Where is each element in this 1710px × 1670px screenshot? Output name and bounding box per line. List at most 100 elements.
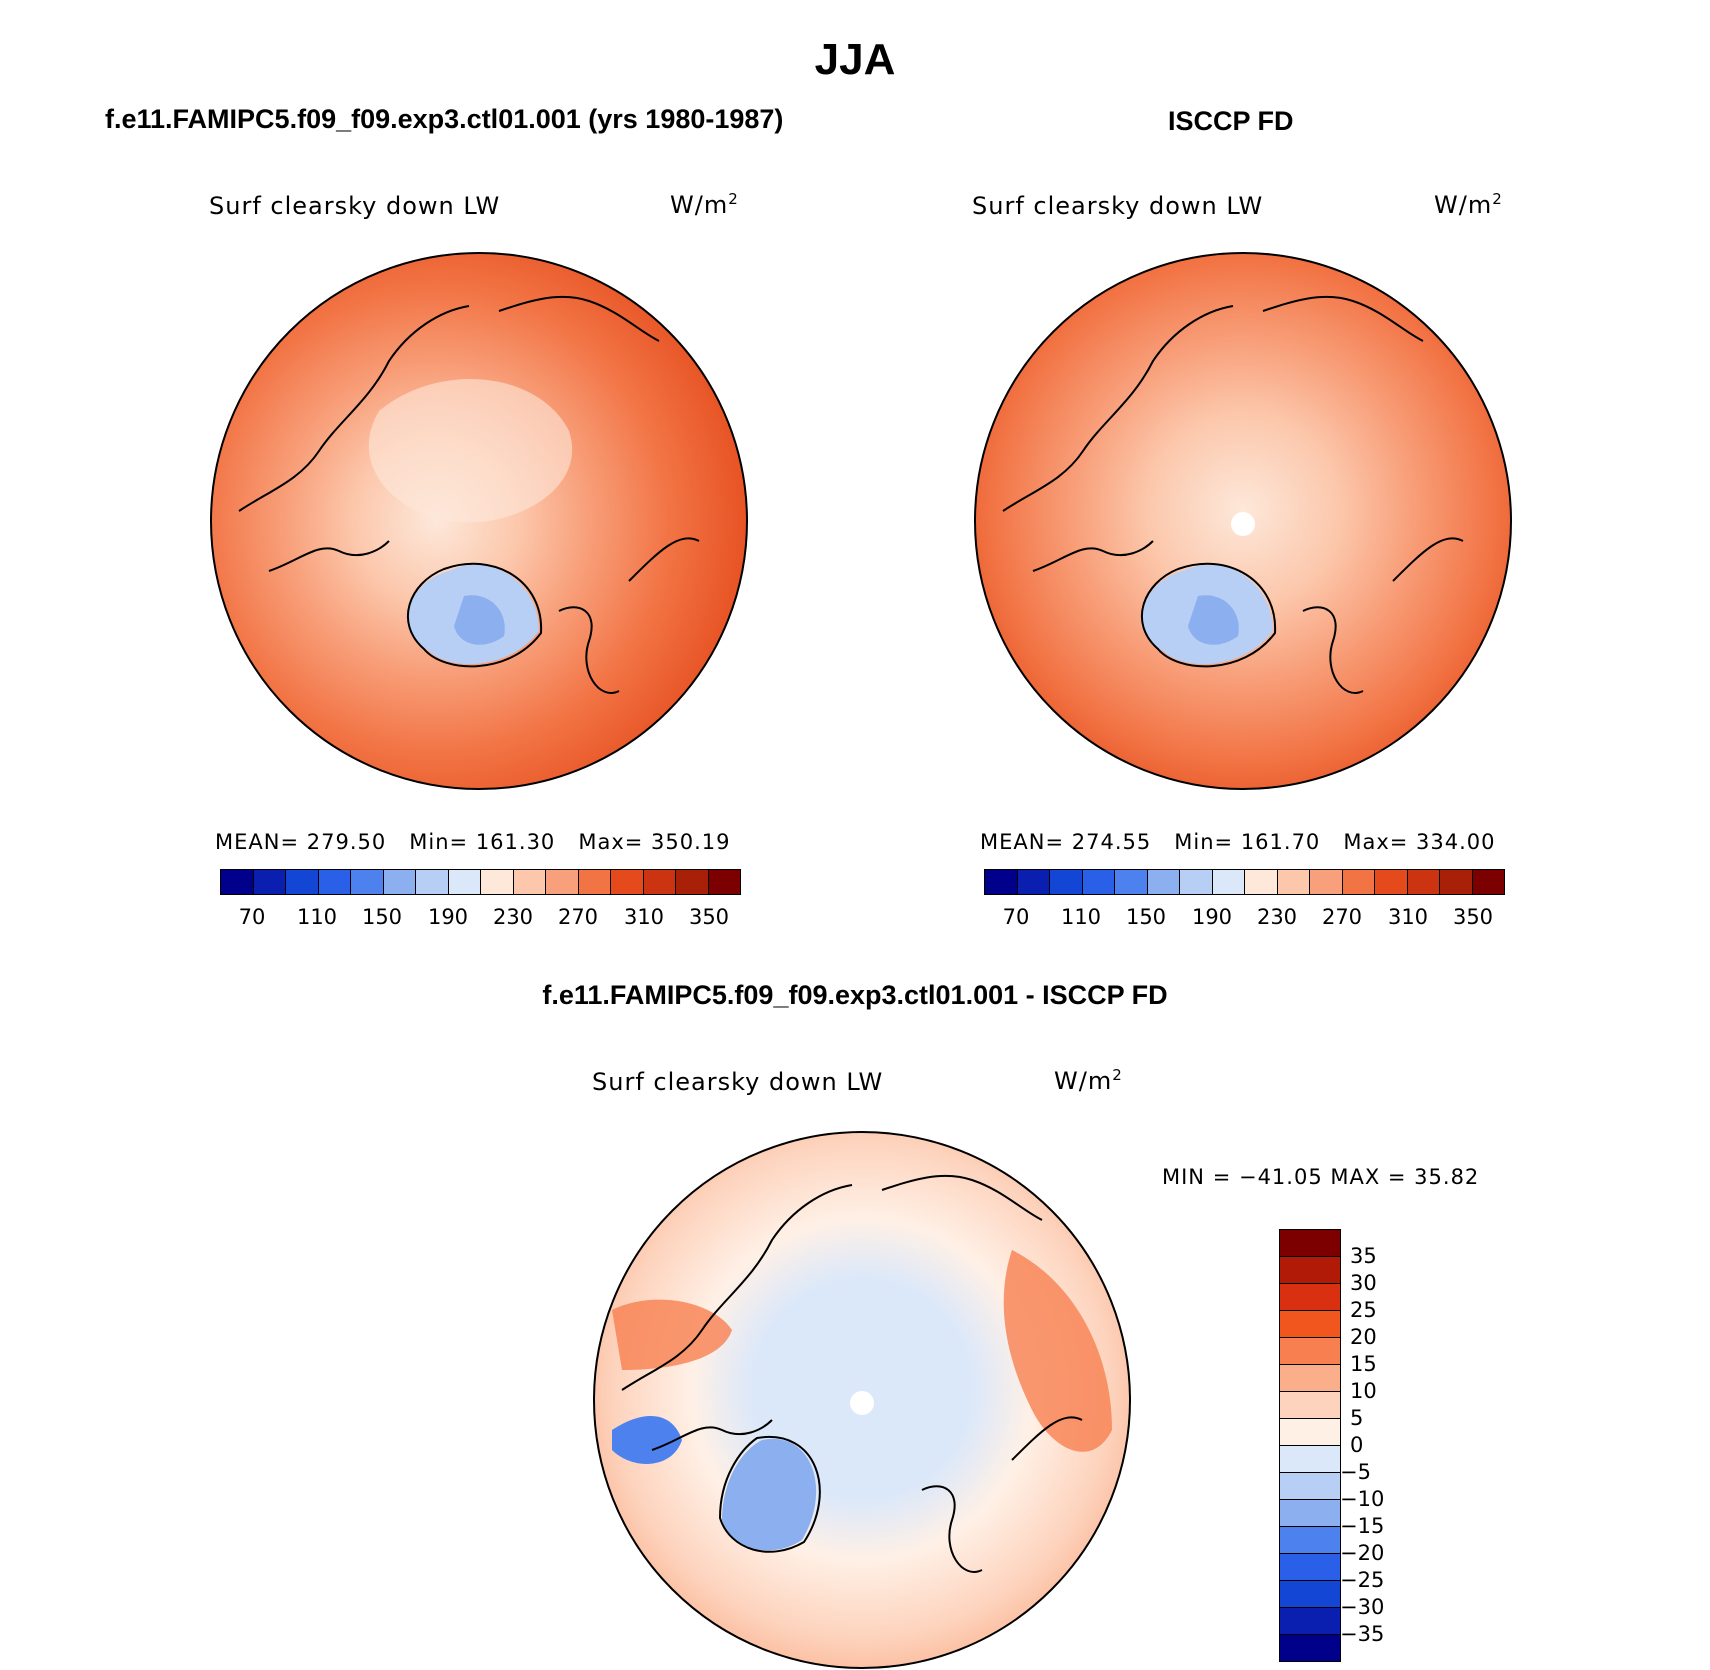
colorbar-tick-label: 15 [1350,1352,1377,1376]
colorbar-tick-label: 150 [361,905,403,929]
panel-b-title: ISCCP FD [1168,106,1294,136]
map-b-polar-plot [974,252,1512,790]
map-c-polar-plot [593,1131,1131,1669]
map-c-cold-greenland [722,1438,817,1551]
map-a-stats: MEAN= 279.50 Min= 161.30 Max= 350.19 [215,830,731,854]
colorbar-swatch [383,870,416,894]
map-c-stats: MIN = −41.05 MAX = 35.82 [1162,1165,1480,1189]
colorbar-swatch [676,870,709,894]
colorbar-tick-label: −30 [1340,1595,1385,1619]
map-b-coast-outline [1002,295,1464,694]
colorbar-swatch [1082,870,1115,894]
map-c-cold-hudson [612,1416,682,1464]
map-c-variable-label: Surf clearsky down LW [592,1068,884,1096]
colorbar-swatch [1280,1230,1340,1257]
colorbar-tick-label: 190 [1191,905,1233,929]
colorbar-tick-label: −10 [1340,1487,1385,1511]
colorbar-swatch [1280,1527,1340,1554]
panel-a-title: f.e11.FAMIPC5.f09_f09.exp3.ctl01.001 (yr… [105,104,784,134]
colorbar-b-ticks: 70 110 150 190 230 270 310 350 [984,905,1505,935]
colorbar-swatch [253,870,286,894]
colorbar-swatch [1280,1500,1340,1527]
map-b-pole-gap [1231,512,1255,536]
colorbar-swatch [1280,1365,1340,1392]
colorbar-swatch [643,870,676,894]
colorbar-c-ticks: 35 30 25 20 15 10 5 0 −5 −10 −15 −20 −25… [1340,1229,1430,1660]
colorbar-tick-label: 35 [1350,1244,1377,1268]
colorbar-swatch [546,870,579,894]
colorbar-tick-label: 110 [296,905,338,929]
colorbar-swatch [1280,1392,1340,1419]
colorbar-swatch [1280,1473,1340,1500]
colorbar-swatch [1280,1311,1340,1338]
colorbar-swatch [578,870,611,894]
colorbar-c [1279,1229,1341,1662]
map-c-units: W/m2 [1054,1066,1123,1095]
map-c-warm-north-america [612,1299,732,1370]
colorbar-swatch [611,870,644,894]
colorbar-tick-label: 30 [1350,1271,1377,1295]
colorbar-a [220,869,741,895]
colorbar-swatch [221,870,254,894]
colorbar-swatch [416,870,449,894]
colorbar-tick-label: 310 [623,905,665,929]
colorbar-swatch [1472,870,1504,894]
colorbar-swatch [1342,870,1375,894]
colorbar-tick-label: 0 [1350,1433,1364,1457]
map-b-boundary [974,252,1512,790]
map-a-coast-outline [238,295,700,694]
colorbar-swatch [1440,870,1473,894]
map-a-variable-label: Surf clearsky down LW [209,192,501,220]
colorbar-tick-label: 230 [492,905,534,929]
colorbar-swatch [1407,870,1440,894]
colorbar-swatch [1280,1338,1340,1365]
colorbar-swatch [513,870,546,894]
colorbar-swatch [1280,1581,1340,1608]
colorbar-tick-label: 25 [1350,1298,1377,1322]
colorbar-swatch [1245,870,1278,894]
colorbar-swatch [1277,870,1310,894]
map-c-greenland-coast [718,1435,821,1553]
colorbar-tick-label: −20 [1340,1541,1385,1565]
colorbar-tick-label: 230 [1256,905,1298,929]
colorbar-swatch [1115,870,1148,894]
map-b-variable-label: Surf clearsky down LW [972,192,1264,220]
colorbar-tick-label: 270 [1321,905,1363,929]
colorbar-swatch [1310,870,1343,894]
colorbar-swatch [1050,870,1083,894]
map-b-greenland-core [1188,595,1239,645]
panel-c-title: f.e11.FAMIPC5.f09_f09.exp3.ctl01.001 - I… [542,980,1168,1010]
colorbar-tick-label: 110 [1060,905,1102,929]
colorbar-swatch [448,870,481,894]
map-a-boundary [210,252,748,790]
colorbar-a-ticks: 70 110 150 190 230 270 310 350 [220,905,741,935]
colorbar-swatch [1280,1608,1340,1635]
colorbar-swatch [1375,870,1408,894]
colorbar-b [984,869,1505,895]
colorbar-swatch [1280,1257,1340,1284]
colorbar-swatch [1280,1635,1340,1661]
colorbar-tick-label: −35 [1340,1622,1385,1646]
colorbar-swatch [481,870,514,894]
colorbar-swatch [1280,1446,1340,1473]
map-b-units: W/m2 [1434,190,1503,219]
colorbar-swatch [1017,870,1050,894]
map-a-greenland-core [454,595,505,645]
colorbar-tick-label: 270 [557,905,599,929]
colorbar-swatch [985,870,1018,894]
map-a-greenland-coast [406,562,543,668]
map-c-warm-eurasia [1003,1250,1112,1452]
colorbar-swatch [1180,870,1213,894]
map-a-polar-plot [210,252,748,790]
colorbar-tick-label: −15 [1340,1514,1385,1538]
colorbar-swatch [286,870,319,894]
map-c-pole-gap [850,1391,874,1415]
colorbar-tick-label: 20 [1350,1325,1377,1349]
colorbar-tick-label: 5 [1350,1406,1364,1430]
map-b-greenland-coast [1140,562,1277,668]
colorbar-tick-label: 310 [1387,905,1429,929]
colorbar-swatch [708,870,740,894]
colorbar-swatch [318,870,351,894]
colorbar-swatch [1212,870,1245,894]
map-b-stats: MEAN= 274.55 Min= 161.70 Max= 334.00 [980,830,1496,854]
